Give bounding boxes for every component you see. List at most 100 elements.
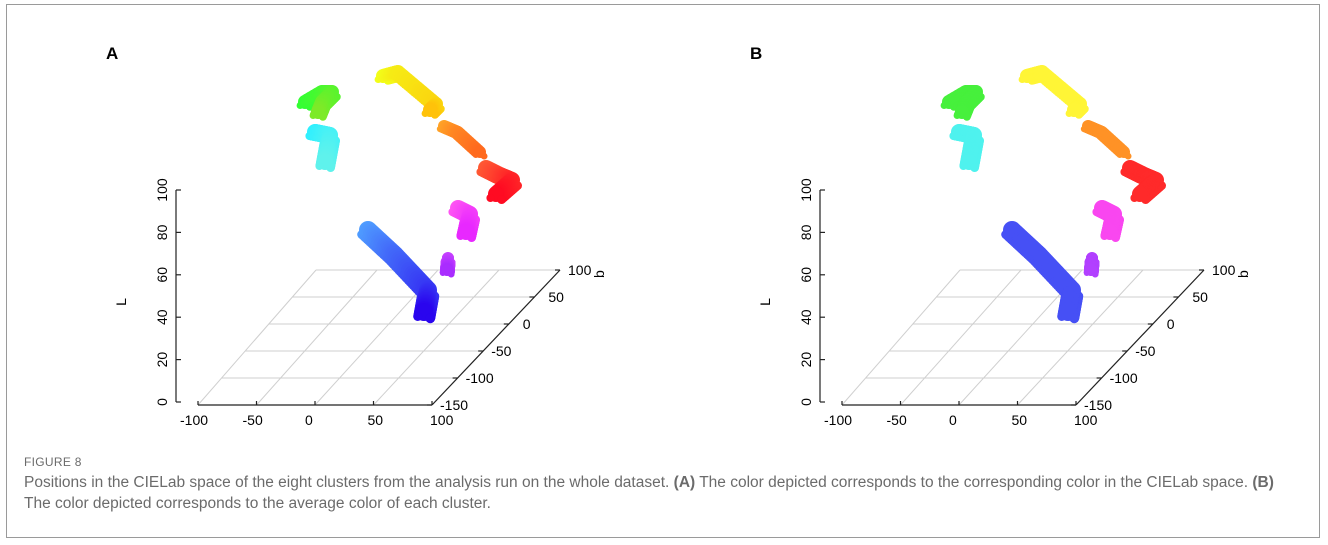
y-tick-label: -150 — [440, 397, 468, 413]
cluster-blue — [1001, 221, 1084, 324]
z-tick-label: 60 — [154, 267, 170, 283]
y-axis-title: b — [591, 270, 607, 278]
z-tick-label: 20 — [154, 352, 170, 368]
cluster-yellow — [1018, 65, 1089, 119]
cluster-magenta — [448, 200, 480, 243]
z-tick-label: 40 — [154, 309, 170, 325]
cluster-cyan — [305, 124, 340, 173]
y-tick-label: 0 — [523, 316, 531, 332]
cluster-point-edge — [456, 232, 465, 240]
x-tick-label: -50 — [243, 412, 263, 428]
figure-label: FIGURE 8 — [24, 455, 82, 469]
grid-line-x — [900, 269, 1022, 406]
cluster-point-edge — [963, 113, 971, 121]
z-tick-label: 20 — [798, 352, 814, 368]
cluster-point-edge — [1065, 110, 1073, 117]
grid-line-x — [841, 269, 961, 406]
cluster-cyan — [949, 124, 984, 173]
y-tick-label: 50 — [1192, 289, 1208, 305]
y-tick-label: -50 — [1135, 343, 1155, 359]
z-axis-title: L — [757, 298, 773, 306]
x-tick-label: -50 — [887, 412, 907, 428]
cluster-point-edge — [421, 110, 429, 117]
y-tick-label: 100 — [568, 262, 592, 278]
caption-intro: Positions in the CIELab space of the eig… — [24, 474, 670, 491]
cluster-point-edge — [486, 194, 495, 202]
cluster-point-edge — [309, 112, 317, 119]
cluster-point-edge — [959, 162, 968, 170]
figure-frame — [6, 4, 1320, 538]
cluster-blue — [357, 221, 440, 324]
z-tick-label: 100 — [798, 178, 814, 202]
z-tick-label: 100 — [154, 178, 170, 202]
y-tick-label: -150 — [1084, 397, 1112, 413]
caption-b-text: The color depicted corresponds to the av… — [24, 495, 491, 512]
cluster-point-edge — [315, 162, 324, 170]
floor-grid — [841, 269, 1205, 406]
cluster-point-edge — [953, 112, 961, 119]
cluster-point-edge — [319, 113, 327, 121]
z-axis-title: L — [113, 298, 129, 306]
floor-grid — [197, 269, 561, 406]
y-tick-label: -50 — [491, 343, 511, 359]
cluster-point-edge — [439, 270, 446, 276]
x-tick-label: 50 — [1012, 412, 1028, 428]
grid-line-x — [1017, 269, 1144, 406]
cluster-point-edge — [1130, 194, 1139, 202]
caption-a-label: (A) — [673, 474, 696, 491]
cluster-point-edge — [431, 111, 439, 119]
z-tick-label: 60 — [798, 267, 814, 283]
cluster-point-edge — [1100, 232, 1109, 240]
caption-b-label: (B) — [1252, 474, 1274, 491]
x-tick-label: 0 — [305, 412, 313, 428]
grid-line-x — [373, 269, 500, 406]
cluster-point-edge — [1075, 111, 1083, 119]
y-tick-label: 100 — [1212, 262, 1236, 278]
cluster-green — [296, 85, 341, 121]
cluster-point-edge — [467, 233, 476, 243]
z-tick-label: 0 — [154, 398, 170, 406]
y-tick-label: -100 — [1110, 370, 1138, 386]
y-axis-line — [1075, 269, 1205, 406]
x-tick-label: 0 — [949, 412, 957, 428]
cluster-point-edge — [970, 163, 979, 173]
cluster-point-edge — [1116, 152, 1123, 158]
cluster-purple — [439, 252, 456, 278]
x-tick-label: -100 — [180, 412, 208, 428]
panel-label: A — [106, 44, 118, 63]
y-tick-label: 50 — [548, 289, 564, 305]
grid-line-x — [197, 269, 317, 406]
y-tick-label: 0 — [1167, 316, 1175, 332]
cluster-green — [940, 85, 985, 121]
y-tick-label: -100 — [466, 370, 494, 386]
z-tick-label: 0 — [798, 398, 814, 406]
x-tick-label: 100 — [1074, 412, 1098, 428]
panel-label: B — [750, 44, 762, 63]
cluster-point-edge — [497, 195, 506, 205]
cluster-point-edge — [1069, 313, 1080, 324]
cluster-point-edge — [1124, 152, 1132, 160]
cluster-magenta — [1092, 200, 1124, 243]
x-tick-label: 100 — [430, 412, 454, 428]
cluster-point-edge — [1141, 195, 1150, 205]
cluster-point-edge — [1091, 270, 1099, 278]
cluster-point-edge — [447, 270, 455, 278]
grid-line-x — [256, 269, 378, 406]
cluster-orange — [436, 120, 488, 160]
cluster-point-edge — [480, 152, 488, 160]
x-tick-label: 50 — [368, 412, 384, 428]
y-axis-line — [431, 269, 561, 406]
cluster-point-edge — [472, 152, 479, 158]
cluster-purple — [1083, 252, 1100, 278]
cluster-orange — [1080, 120, 1132, 160]
z-tick-label: 40 — [798, 309, 814, 325]
cluster-point-edge — [326, 163, 335, 173]
cluster-yellow — [374, 65, 445, 119]
cluster-point-edge — [1083, 270, 1090, 276]
caption-a-text: The color depicted corresponds to the co… — [699, 474, 1249, 491]
cluster-point-edge — [1111, 233, 1120, 243]
x-tick-label: -100 — [824, 412, 852, 428]
cluster-point-edge — [1057, 312, 1067, 321]
